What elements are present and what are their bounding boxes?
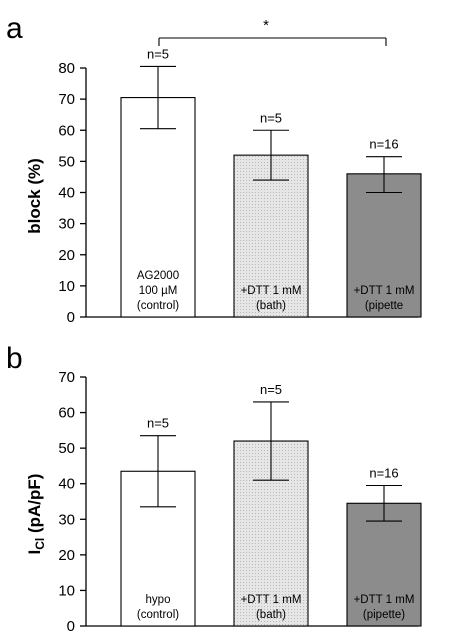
category-label: (control) (137, 609, 179, 621)
panel-b-y-axis-label-main: I (25, 550, 44, 555)
n-label: n=16 (369, 465, 398, 480)
n-label: n=5 (147, 416, 169, 431)
y-tick-label: 10 (58, 278, 75, 295)
category-label: +DTT 1 mM (241, 285, 302, 297)
y-tick-label: 30 (58, 511, 75, 528)
y-tick-label: 30 (58, 216, 75, 233)
bar (120, 97, 196, 318)
category-label: (bath) (256, 300, 286, 312)
y-tick-label: 50 (58, 440, 75, 457)
panel-b-y-axis-label-rest: (pA/pF) (25, 474, 44, 538)
panel-b-letter: b (6, 342, 23, 375)
n-label: n=5 (147, 46, 169, 61)
panel-b-bars (120, 440, 422, 627)
n-label: n=5 (260, 382, 282, 397)
category-label: hypo (146, 594, 171, 606)
category-label: (pipette) (363, 609, 405, 621)
panel-a-letter: a (6, 12, 23, 45)
significance-star: * (263, 17, 269, 34)
panel-b-y-axis-label: ICl (pA/pF) (25, 474, 47, 555)
category-label: +DTT 1 mM (354, 594, 415, 606)
panel-b-y-axis-label-sub: Cl (33, 538, 47, 550)
y-tick-label: 40 (58, 185, 75, 202)
y-tick-label: 10 (58, 582, 75, 599)
category-label: (bath) (256, 609, 286, 621)
y-tick-label: 0 (67, 309, 75, 326)
n-label: n=16 (369, 137, 398, 152)
panel-a-labels: n=5 AG2000 100 µM (control) n=5 +DTT 1 mM (bat… (137, 46, 415, 312)
y-tick-label: 0 (67, 618, 75, 635)
panel-a-y-axis-label: block (%) (25, 158, 44, 234)
bar (233, 154, 309, 318)
y-tick-label: 40 (58, 476, 75, 493)
panel-b-ticks: 0 10 20 30 40 50 60 70 (58, 369, 86, 635)
y-tick-label: 20 (58, 547, 75, 564)
y-tick-label: 80 (58, 60, 75, 77)
category-label: +DTT 1 mM (354, 285, 415, 297)
y-tick-label: 60 (58, 405, 75, 422)
panel-b-labels: n=5 hypo (control) n=5 +DTT 1 mM (bath) n=16 +D… (137, 382, 415, 621)
panel-a-bars (120, 97, 422, 318)
panel-a: a block (%) 0 10 20 30 40 50 60 70 80 n=5 AG2000 1… (6, 12, 422, 326)
panel-b: b ICl (pA/pF) 0 10 20 30 40 50 60 70 n=5 hypo (co… (6, 342, 422, 635)
y-tick-label: 70 (58, 369, 75, 386)
category-label: (pipette (365, 300, 403, 312)
bar (346, 502, 422, 627)
significance-bracket-line (158, 37, 387, 46)
n-label: n=5 (260, 110, 282, 125)
y-tick-label: 20 (58, 247, 75, 264)
significance-bracket: * (158, 17, 387, 46)
y-tick-label: 60 (58, 122, 75, 139)
y-tick-label: 70 (58, 91, 75, 108)
category-label: AG2000 (137, 270, 179, 282)
category-label: +DTT 1 mM (241, 594, 302, 606)
category-label: 100 µM (139, 285, 178, 297)
y-tick-label: 50 (58, 153, 75, 170)
category-label: (control) (137, 300, 179, 312)
panel-a-ticks: 0 10 20 30 40 50 60 70 80 (58, 60, 86, 326)
